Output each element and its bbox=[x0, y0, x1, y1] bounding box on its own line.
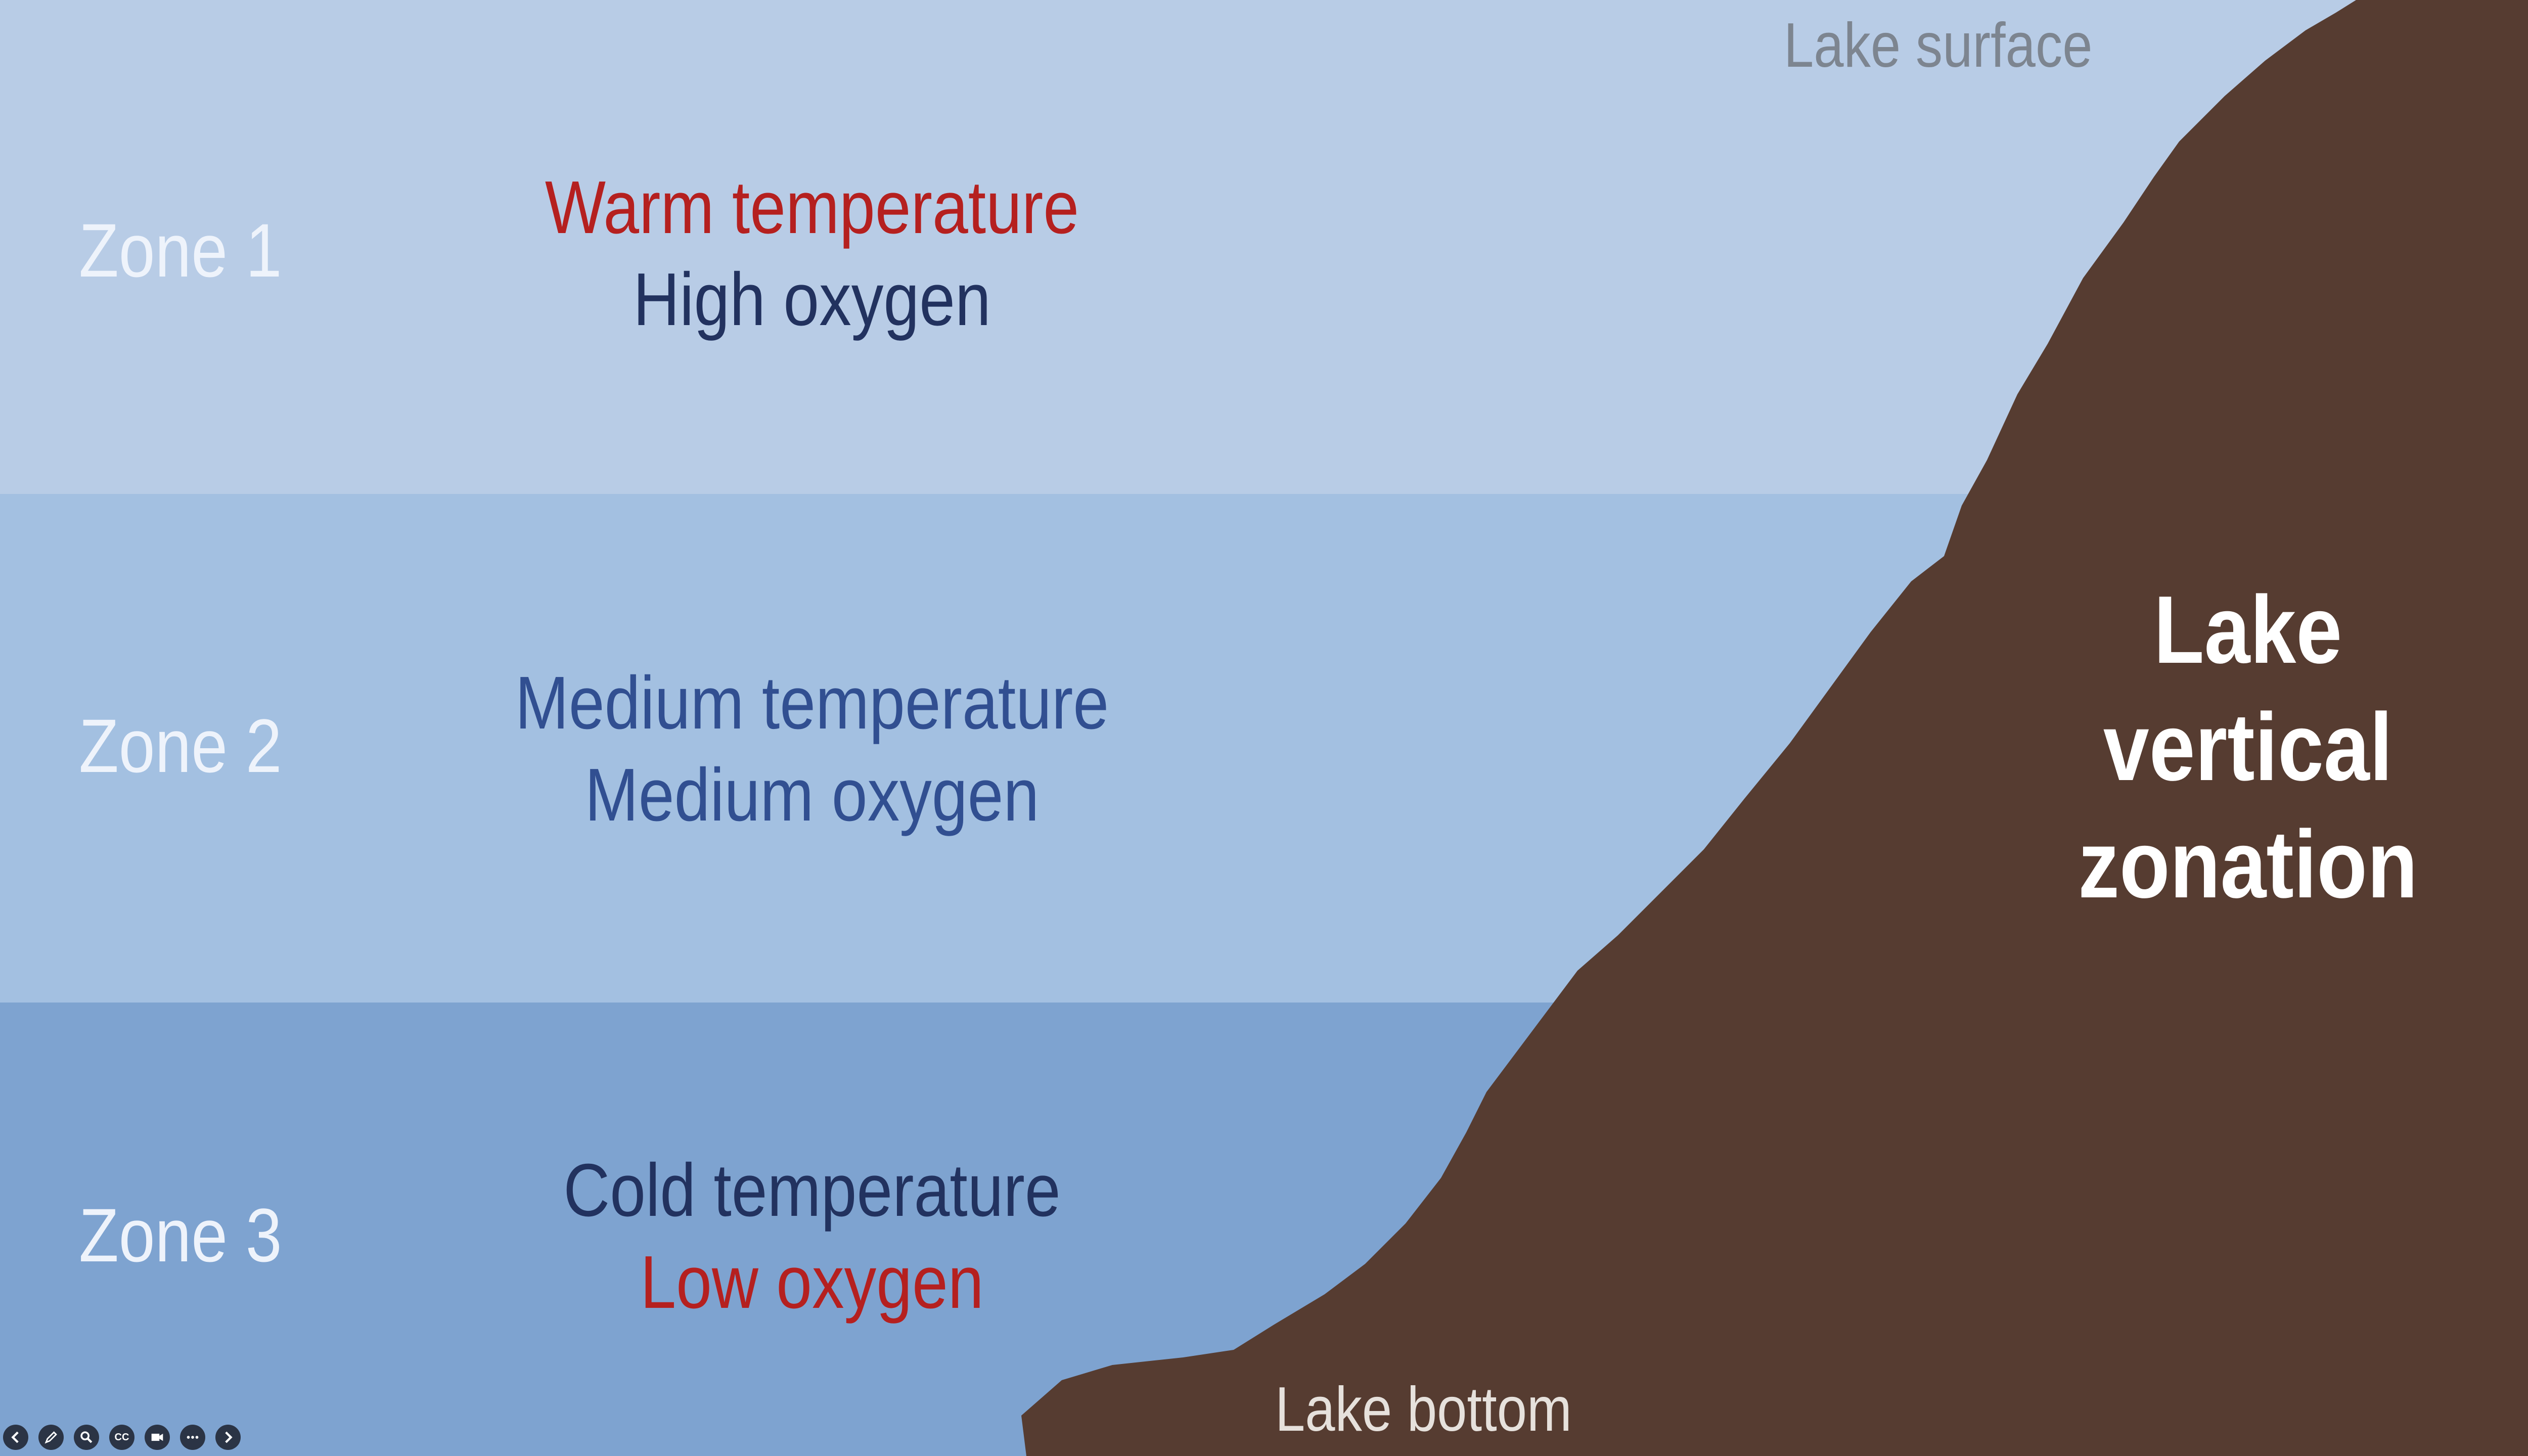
title-line-2: vertical bbox=[2103, 694, 2393, 801]
presentation-toolbar: CC bbox=[3, 1425, 241, 1450]
back-arrow-icon[interactable] bbox=[3, 1425, 28, 1450]
title-line-3: zonation bbox=[2078, 811, 2418, 918]
zone-1-oxygen: High oxygen bbox=[633, 258, 991, 341]
zone-2-label: Zone 2 bbox=[79, 703, 282, 788]
lake-surface-label: Lake surface bbox=[1784, 11, 2093, 80]
zone-3-label: Zone 3 bbox=[79, 1193, 282, 1278]
zone-1-conditions: Warm temperature High oxygen bbox=[502, 162, 1122, 346]
zone-1-label: Zone 1 bbox=[79, 208, 282, 293]
zone-3-temperature: Cold temperature bbox=[563, 1149, 1061, 1232]
captions-label: CC bbox=[114, 1431, 129, 1443]
lake-bottom-label: Lake bottom bbox=[1275, 1375, 1572, 1444]
zone-2-oxygen: Medium oxygen bbox=[584, 753, 1040, 837]
pen-icon[interactable] bbox=[38, 1425, 64, 1450]
more-icon[interactable] bbox=[180, 1425, 205, 1450]
forward-arrow-icon[interactable] bbox=[215, 1425, 241, 1450]
zone-3-oxygen: Low oxygen bbox=[640, 1241, 984, 1324]
zone-1-temperature: Warm temperature bbox=[545, 166, 1079, 249]
zone-2-conditions: Medium temperature Medium oxygen bbox=[467, 657, 1157, 841]
video-icon[interactable] bbox=[145, 1425, 170, 1450]
diagram-title: Lake vertical zonation bbox=[2051, 571, 2446, 923]
title-line-1: Lake bbox=[2153, 576, 2342, 684]
zoom-icon[interactable] bbox=[74, 1425, 99, 1450]
captions-icon[interactable]: CC bbox=[109, 1425, 134, 1450]
zone-3-conditions: Cold temperature Low oxygen bbox=[523, 1145, 1101, 1329]
zone-2-temperature: Medium temperature bbox=[515, 661, 1109, 745]
